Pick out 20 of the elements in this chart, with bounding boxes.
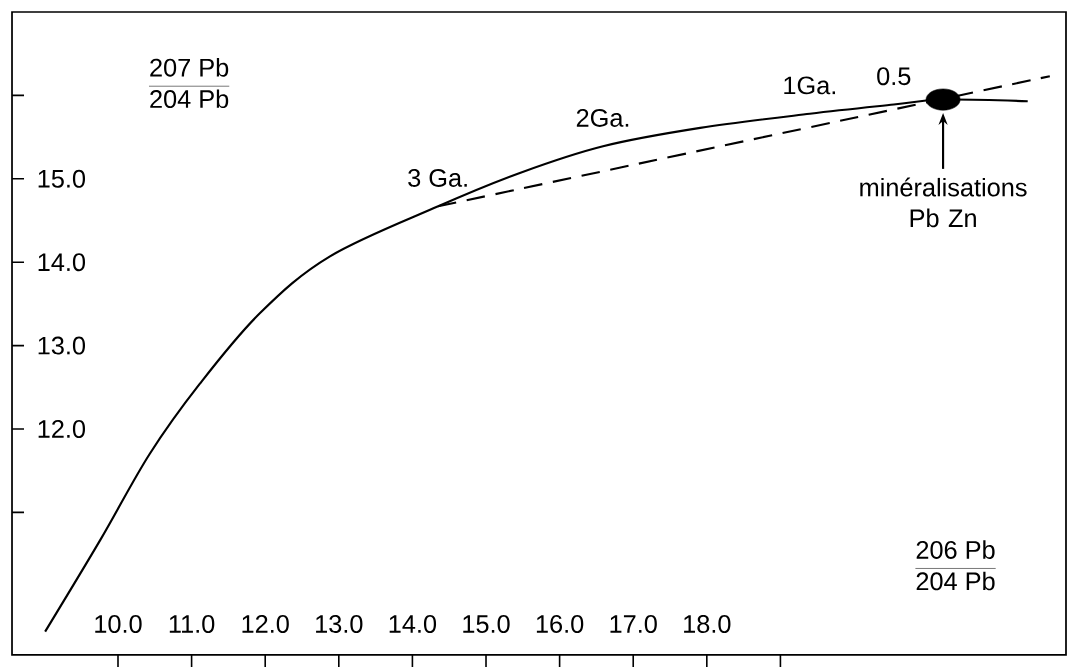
x-tick-label: 15.0 [463, 615, 510, 633]
x-tick-label: 11.0 [169, 615, 215, 633]
x-tick-label: 18.0 [684, 615, 731, 633]
annotation: 3 Ga. [408, 168, 467, 187]
y-tick-label: 13.0 [38, 336, 86, 355]
annotation: minéralisations Pb Zn [860, 177, 1027, 228]
x-tick-label: 14.0 [389, 615, 437, 633]
x-tick-label: 12.0 [242, 615, 289, 633]
x-tick-label: 16.0 [536, 615, 584, 633]
x-tick-label: 10.0 [95, 615, 142, 633]
annotation: 0.5 [877, 67, 911, 86]
x-tick-label: 13.0 [316, 615, 363, 633]
y-axis-title: $\frac{\mathrm{207\ Pb}}{\mathrm{204\ Pb}}$ [148, 58, 230, 109]
x-axis-title: $\frac{\mathrm{206\ Pb}}{\mathrm{204\ Pb}}$ [915, 540, 996, 591]
y-tick-label: 14.0 [38, 253, 86, 272]
y-tick-label: 15.0 [38, 169, 86, 188]
annotation: 2Ga. [576, 108, 629, 127]
y-tick-label: 12.0 [38, 420, 86, 438]
annotation: 1Ga. [784, 76, 835, 95]
x-tick-label: 17.0 [610, 615, 657, 633]
